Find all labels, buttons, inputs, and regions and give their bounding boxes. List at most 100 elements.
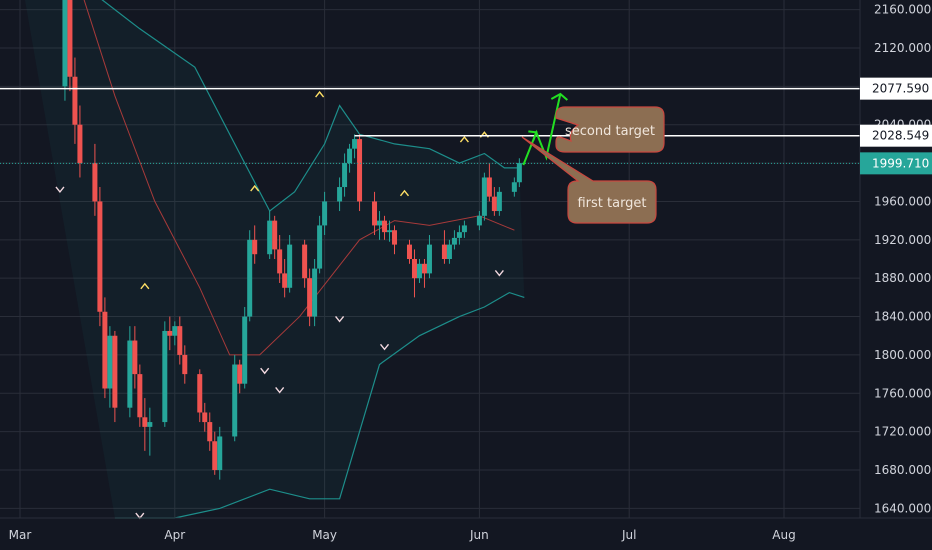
candle: [372, 191, 378, 236]
candle-body: [287, 244, 293, 288]
candle: [97, 187, 103, 327]
arrowhead-second: [550, 92, 568, 101]
y-tick-label: 1920.000: [874, 233, 931, 247]
target-level-tag: [860, 124, 932, 147]
candle: [67, 0, 73, 92]
candle-body: [322, 201, 328, 226]
candle: [411, 249, 417, 298]
x-tick-label: Aug: [772, 528, 795, 542]
candle-body: [172, 326, 178, 336]
signal-marker-down: [275, 386, 285, 394]
signal-marker-down: [260, 367, 270, 375]
candle: [382, 215, 388, 240]
y-tick-label: 1800.000: [874, 348, 931, 362]
annotation-second-target-box: [555, 106, 665, 153]
candle-body: [456, 232, 462, 238]
candle-body: [461, 225, 467, 233]
candle-body: [177, 326, 183, 355]
candle: [112, 330, 118, 423]
signal-marker-down: [379, 343, 390, 351]
candle: [142, 398, 148, 451]
candle-body: [416, 263, 422, 279]
annotation-first-target-box: [521, 136, 657, 224]
chart-grid: [0, 0, 860, 518]
candle-body: [411, 259, 417, 279]
price-labels: 2077.590 2028.549 1999.710: [860, 77, 932, 175]
candle: [62, 0, 68, 101]
candle: [511, 177, 517, 197]
candle-body: [207, 422, 213, 442]
candle: [72, 57, 78, 144]
candle-body: [511, 182, 517, 192]
candle-body: [272, 220, 278, 250]
time-axis[interactable]: Mar Apr May Jun Jul Aug: [0, 517, 932, 542]
candle: [267, 211, 273, 259]
candle-body: [357, 139, 363, 202]
target-arrows: [522, 92, 568, 166]
candle: [307, 268, 313, 327]
candle-body: [277, 249, 283, 274]
candle-body: [426, 244, 432, 274]
annotation-first-target[interactable]: first target: [521, 136, 657, 224]
candle-body: [62, 0, 68, 87]
candle-body: [127, 340, 133, 408]
target-level-label: 2077.590: [872, 82, 929, 96]
candle-body: [372, 201, 378, 226]
candle-body: [162, 330, 168, 423]
y-tick-label: 2160.000: [874, 3, 931, 17]
signal-marker-down: [494, 269, 504, 277]
candle-body: [421, 263, 427, 274]
candle-body: [312, 268, 318, 317]
candle-body: [252, 239, 258, 255]
candle-body: [406, 244, 412, 259]
candle: [342, 153, 348, 197]
candle: [177, 316, 183, 365]
y-tick-label: 1720.000: [874, 425, 931, 439]
candle: [102, 297, 108, 399]
candle: [172, 321, 178, 346]
annotation-second-target[interactable]: second target: [555, 106, 665, 153]
candle-body: [481, 177, 487, 216]
candle: [182, 345, 188, 384]
candle-body: [202, 412, 208, 423]
candle: [481, 172, 487, 221]
candle: [347, 143, 353, 173]
candle: [147, 407, 153, 456]
candle: [232, 354, 238, 442]
candle-body: [451, 237, 457, 245]
x-tick-label: Apr: [164, 528, 185, 542]
candle: [392, 225, 398, 255]
candle: [357, 134, 363, 212]
candle-body: [77, 124, 83, 164]
candle-body: [347, 148, 353, 164]
signal-marker-down: [335, 315, 345, 323]
candle-body: [342, 163, 348, 188]
candle: [202, 402, 208, 432]
signal-marker-up: [459, 135, 469, 143]
candle: [426, 235, 432, 279]
candle: [446, 239, 452, 264]
candle: [127, 326, 133, 418]
candle-body: [486, 177, 492, 197]
candle: [421, 259, 427, 288]
candle-body: [441, 244, 447, 259]
candle: [287, 235, 293, 293]
y-tick-label: 1880.000: [874, 271, 931, 285]
candle-body: [352, 139, 358, 149]
candle: [476, 211, 482, 231]
candle: [312, 259, 318, 327]
x-tick-label: Jul: [621, 528, 636, 542]
candle-body: [67, 0, 73, 77]
bollinger-upper-line: [101, 0, 520, 212]
candle-body: [167, 330, 173, 336]
candle-body: [142, 417, 148, 427]
candle: [247, 230, 253, 322]
candle: [451, 230, 457, 250]
candle-body: [102, 311, 108, 389]
candle: [252, 225, 258, 264]
candle: [162, 321, 168, 427]
y-tick-label: 2120.000: [874, 41, 931, 55]
candle: [406, 239, 412, 264]
arrowhead-first: [528, 130, 538, 141]
